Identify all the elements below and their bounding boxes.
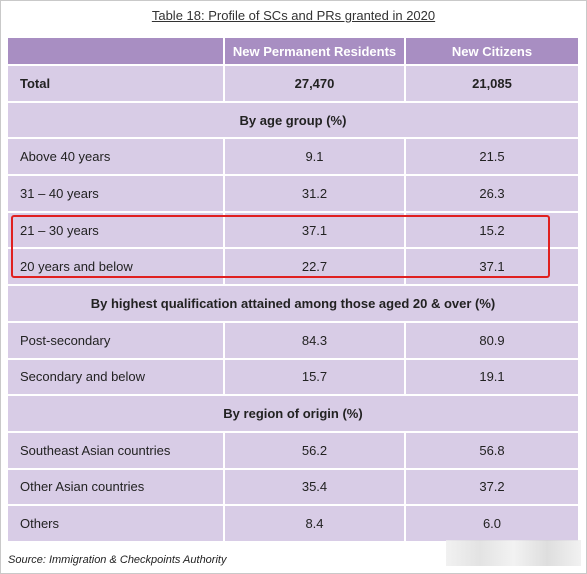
watermark [446, 540, 581, 566]
row-citizens-value: 56.8 [405, 431, 578, 470]
table-title: Table 18: Profile of SCs and PRs granted… [151, 8, 436, 23]
row-label: 20 years and below [8, 248, 225, 287]
row-pr-value: 56.2 [224, 431, 406, 470]
table-row: Secondary and below 15.7 19.1 [8, 358, 578, 397]
row-label: Other Asian countries [8, 468, 225, 507]
section-title-age: By age group (%) [8, 101, 578, 140]
table-row: Above 40 years 9.1 21.5 [8, 138, 578, 177]
row-citizens-value: 19.1 [405, 358, 578, 397]
section-row-region: By region of origin (%) [8, 395, 578, 433]
total-pr: 27,470 [224, 65, 406, 103]
row-pr-value: 22.7 [224, 248, 406, 287]
table-row: Post-secondary 84.3 80.9 [8, 321, 578, 360]
table-row: Other Asian countries 35.4 37.2 [8, 468, 578, 507]
section-row-qualification: By highest qualification attained among … [8, 285, 578, 323]
section-row-age: By age group (%) [8, 101, 578, 140]
table-row: 31 – 40 years 31.2 26.3 [8, 175, 578, 213]
profile-table: New Permanent Residents New Citizens Tot… [8, 38, 578, 543]
section-title-region: By region of origin (%) [8, 395, 578, 433]
total-label: Total [8, 65, 225, 103]
row-pr-value: 84.3 [224, 321, 406, 360]
row-pr-value: 9.1 [224, 138, 406, 177]
highlight-box [11, 215, 550, 278]
header-empty [8, 38, 225, 66]
row-pr-value: 15.7 [224, 358, 406, 397]
header-new-citizens: New Citizens [405, 38, 578, 66]
table-header-row: New Permanent Residents New Citizens [8, 38, 578, 66]
source-note: Source: Immigration & Checkpoints Author… [8, 554, 227, 566]
row-citizens-value: 6.0 [405, 505, 578, 543]
section-title-qualification: By highest qualification attained among … [8, 285, 578, 323]
row-label: Secondary and below [8, 358, 225, 397]
table-row: 21 – 30 years 37.1 15.2 [8, 211, 578, 250]
row-label: 31 – 40 years [8, 175, 225, 213]
row-label: Post-secondary [8, 321, 225, 360]
row-label: Above 40 years [8, 138, 225, 177]
row-label: Southeast Asian countries [8, 431, 225, 470]
row-citizens-value: 21.5 [405, 138, 578, 177]
row-pr-value: 37.1 [224, 211, 406, 250]
row-label: 21 – 30 years [8, 211, 225, 250]
row-pr-value: 31.2 [224, 175, 406, 213]
row-citizens-value: 80.9 [405, 321, 578, 360]
header-new-pr: New Permanent Residents [224, 38, 406, 66]
table-row: Others 8.4 6.0 [8, 505, 578, 543]
row-label: Others [8, 505, 225, 543]
row-citizens-value: 26.3 [405, 175, 578, 213]
row-pr-value: 8.4 [224, 505, 406, 543]
total-citizens: 21,085 [405, 65, 578, 103]
table-row: Southeast Asian countries 56.2 56.8 [8, 431, 578, 470]
row-citizens-value: 37.2 [405, 468, 578, 507]
total-row: Total 27,470 21,085 [8, 65, 578, 103]
row-pr-value: 35.4 [224, 468, 406, 507]
